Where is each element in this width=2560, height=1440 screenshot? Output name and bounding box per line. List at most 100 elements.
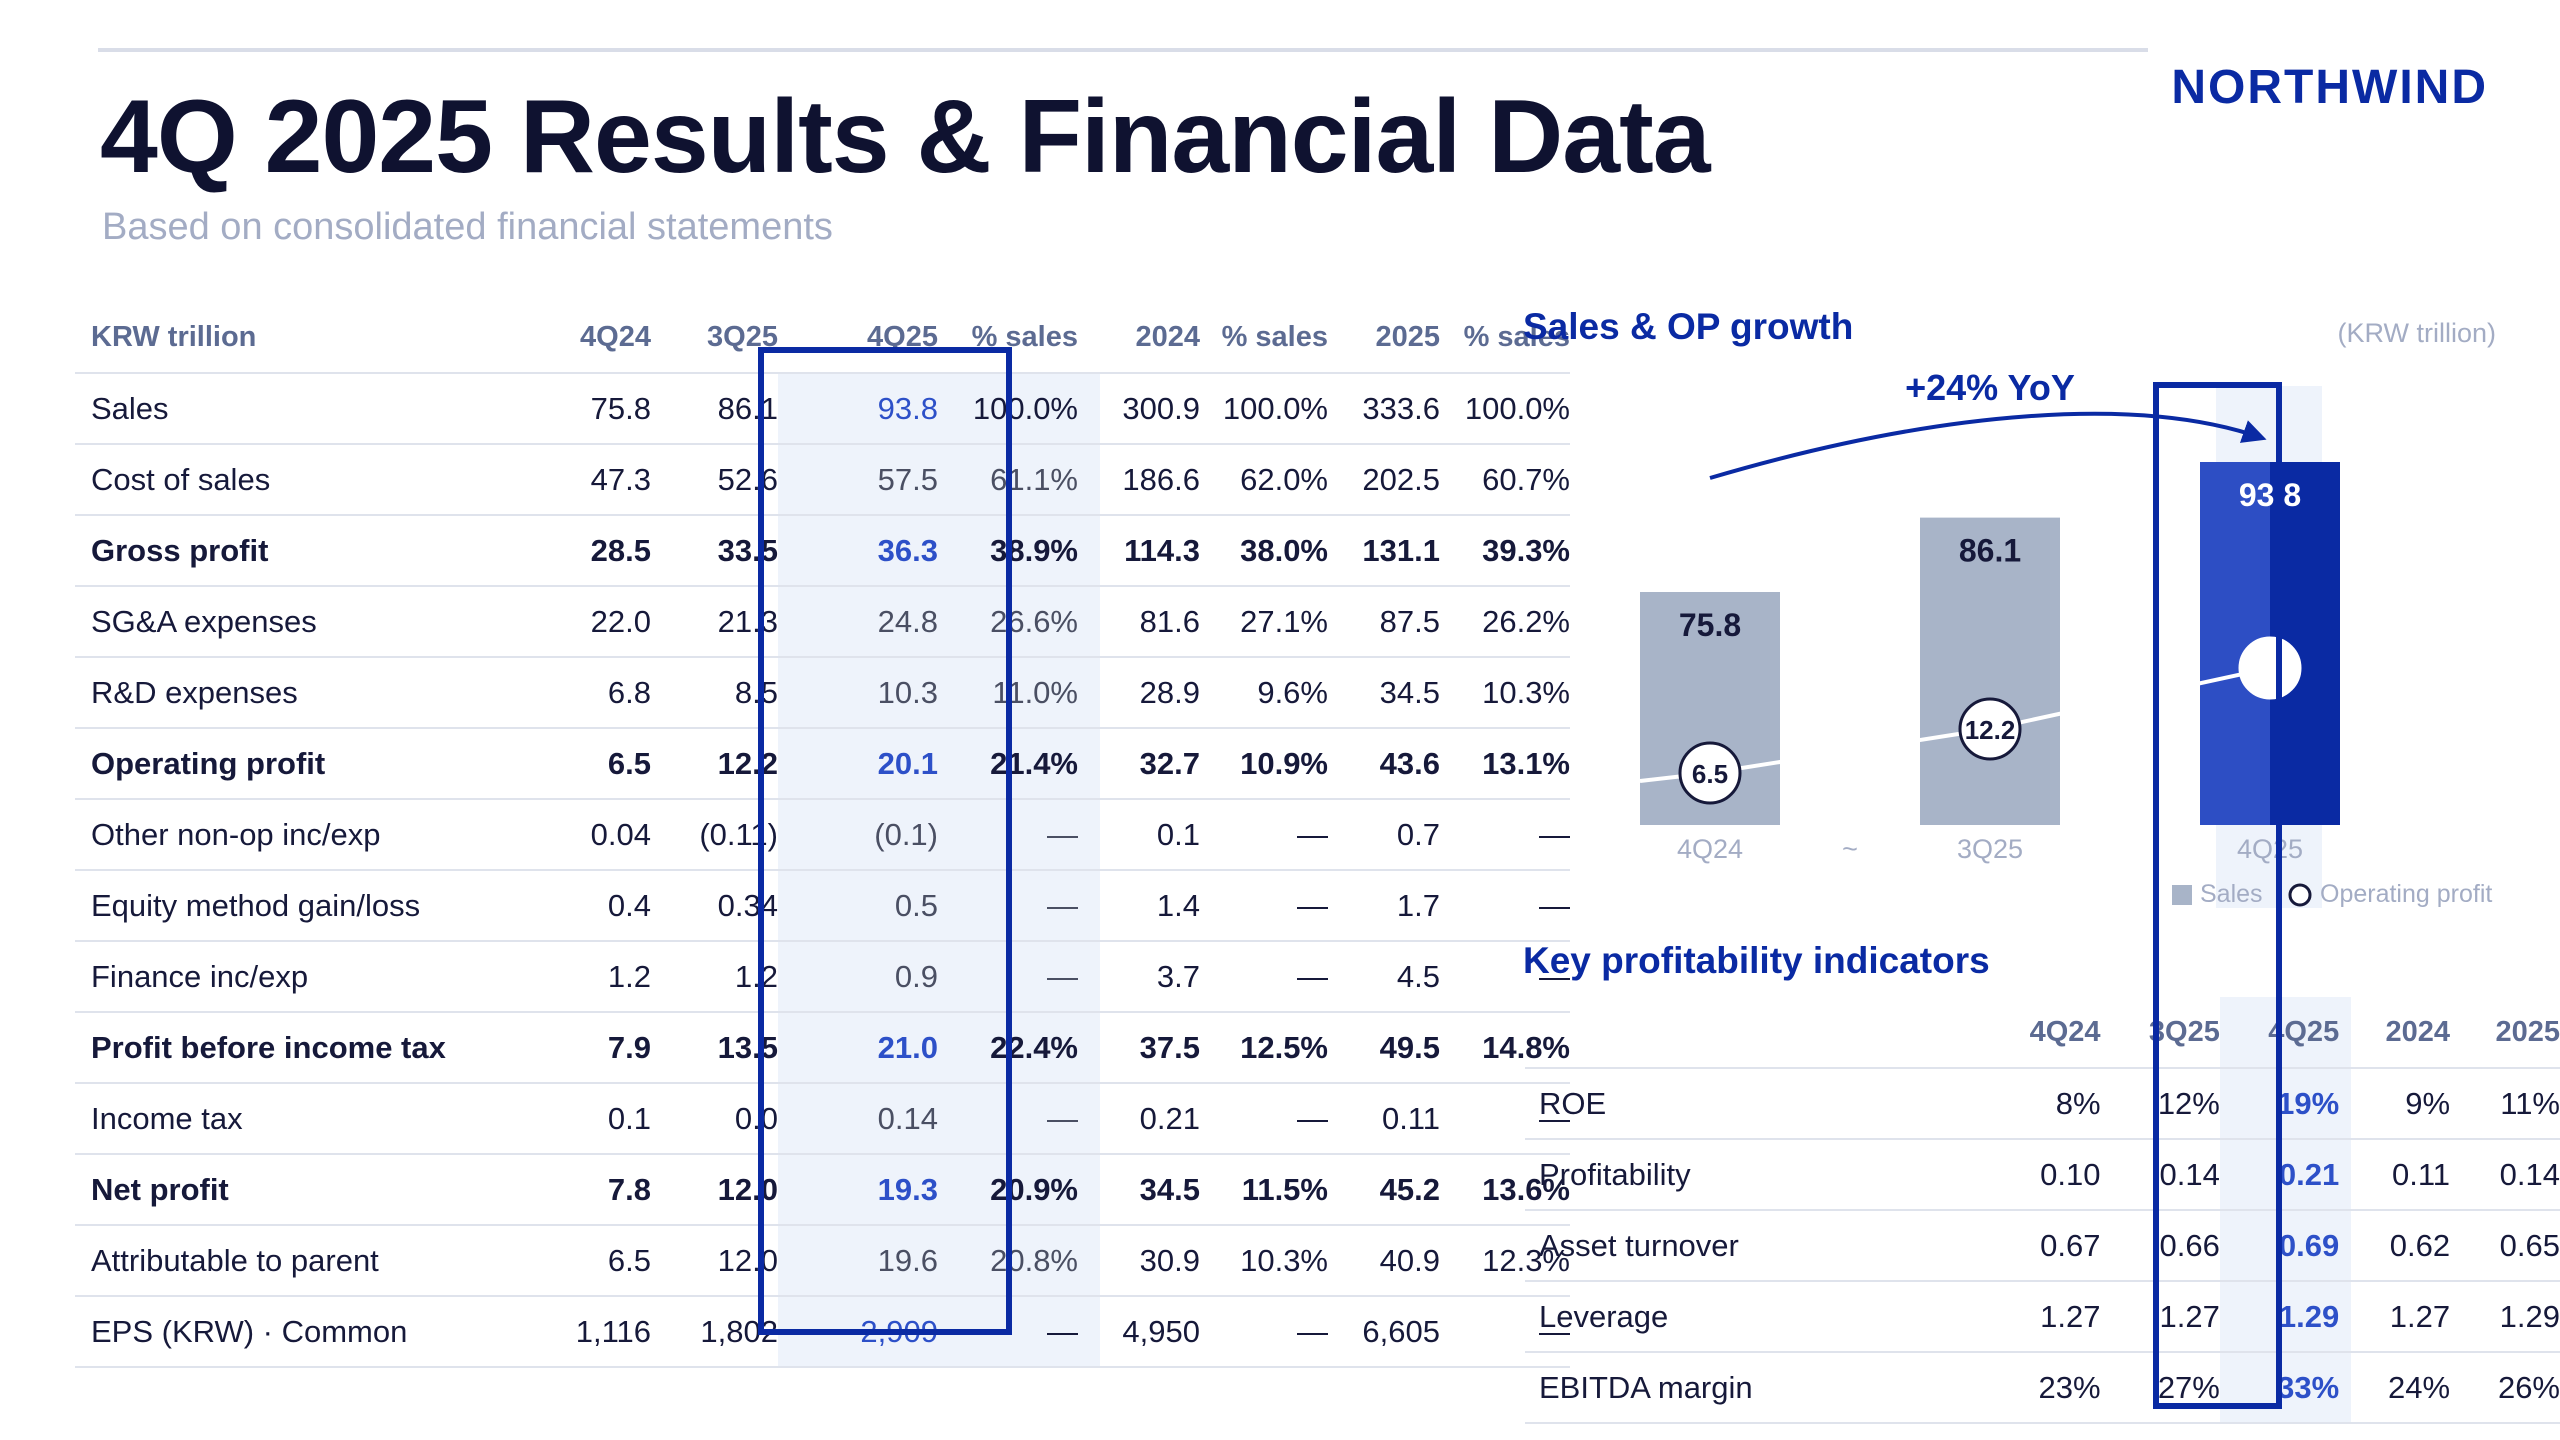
table-cell: 7.9 <box>526 1011 651 1083</box>
column-header: 3Q25 <box>2148 1015 2220 1048</box>
table-cell: — <box>1200 798 1328 870</box>
row-label: Gross profit <box>75 514 526 586</box>
income-statement-table: KRW trillion 4Q24 3Q25 4Q25 % sales 2024… <box>75 302 1570 1368</box>
table-cell: 32.7 <box>1100 727 1200 799</box>
table-cell: 0.1 <box>1100 798 1200 870</box>
table-cell: 26.6% <box>950 585 1100 657</box>
table-cell: 93.8 <box>778 372 950 444</box>
op-series-line <box>1639 666 2271 783</box>
table-cell: 1.2 <box>526 940 651 1012</box>
table-row: EPS (KRW) · Common 1,116 1,802 2,909—4,950—… <box>75 1295 1570 1368</box>
table-cell: 27.1% <box>1200 585 1328 657</box>
table-cell: — <box>950 1082 1100 1154</box>
kpi-table-header: 4Q24 3Q25 4Q25 2024 2025 <box>1525 997 2560 1068</box>
table-cell: 86.1 <box>651 372 778 444</box>
table-cell: 1,116 <box>526 1295 651 1368</box>
table-cell: 1.27 <box>2351 1280 2451 1352</box>
table-cell: 61.1% <box>950 443 1100 515</box>
table-cell: 0.10 <box>1982 1138 2101 1210</box>
axis-break-mark: ~ <box>1842 834 1858 864</box>
table-cell: 6.8 <box>526 656 651 728</box>
table-cell: 36.3 <box>778 514 950 586</box>
table-cell: 0.62 <box>2351 1209 2451 1281</box>
table-cell: 28.5 <box>526 514 651 586</box>
row-label: EBITDA margin <box>1525 1351 1983 1424</box>
table-cell: 10.3% <box>1200 1224 1328 1296</box>
op-point-half-left <box>2240 638 2270 699</box>
table-cell: 43.6 <box>1328 727 1440 799</box>
row-label: SG&A expenses <box>75 585 526 657</box>
table-cell: 52.6 <box>651 443 778 515</box>
row-label: Equity method gain/loss <box>75 869 526 941</box>
table-cell: 26.2% <box>1440 585 1570 657</box>
row-label: Other non-op inc/exp <box>75 798 526 870</box>
table-row: ROE 8% 12% 19% 9% 11% <box>1525 1067 2560 1139</box>
table-cell: 9.6% <box>1200 656 1328 728</box>
table-cell: — <box>1440 869 1570 941</box>
table-row: Operating profit 6.5 12.2 20.1 21.4% 32.7 10.9… <box>75 727 1570 799</box>
table-cell: 27% <box>2100 1351 2220 1424</box>
table-cell: 0.0 <box>651 1082 778 1154</box>
row-label: R&D expenses <box>75 656 526 728</box>
table-cell: 38.0% <box>1200 514 1328 586</box>
legend-sales-label: Sales <box>2200 880 2263 908</box>
table-cell: 12% <box>2100 1067 2220 1139</box>
table-row: Attributable to parent 6.5 12.0 19.6 20.8% 30… <box>75 1224 1570 1296</box>
table-cell: 0.1 <box>526 1082 651 1154</box>
table-cell: 21.0 <box>778 1011 950 1083</box>
table-cell: 49.5 <box>1328 1011 1440 1083</box>
table-cell: 8% <box>1982 1067 2101 1139</box>
table-cell: 10.3% <box>1440 656 1570 728</box>
table-cell: 0.65 <box>2450 1209 2560 1281</box>
table-cell: 3.7 <box>1100 940 1200 1012</box>
table-cell: 11.0% <box>950 656 1100 728</box>
table-cell: 21.3 <box>651 585 778 657</box>
row-label: Income tax <box>75 1082 526 1154</box>
row-label: ROE <box>1525 1067 1983 1139</box>
table-row: EBITDA margin 23% 27% 33% 24% 26% <box>1525 1351 2560 1424</box>
table-cell: 45.2 <box>1328 1153 1440 1225</box>
table-cell: 9% <box>2351 1067 2451 1139</box>
table-cell: 100.0% <box>1440 372 1570 444</box>
op-point <box>1678 741 1742 805</box>
table-cell: 75.8 <box>526 372 651 444</box>
table-cell: 87.5 <box>1328 585 1440 657</box>
row-label: Profitability <box>1525 1138 1983 1210</box>
table-cell: 12.0 <box>651 1153 778 1225</box>
table-row: Leverage 1.27 1.27 1.29 1.27 1.29 <box>1525 1280 2560 1352</box>
sales-data-label: 93.8 <box>2239 477 2301 513</box>
table-cell: 13.5 <box>651 1011 778 1083</box>
table-cell: 0.34 <box>651 869 778 941</box>
table-cell: 1.2 <box>651 940 778 1012</box>
table-cell: 21.4% <box>950 727 1100 799</box>
row-label: Finance inc/exp <box>75 940 526 1012</box>
column-header: 2025 <box>1375 320 1440 353</box>
table-cell: 11.5% <box>1200 1153 1328 1225</box>
table-cell: (0.11) <box>651 798 778 870</box>
table-row: Equity method gain/loss 0.4 0.34 0.5—1.4—1.… <box>75 869 1570 941</box>
table-cell: 40.9 <box>1328 1224 1440 1296</box>
op-point <box>1958 697 2022 761</box>
table-row: Income tax 0.1 0.0 0.14—0.21—0.11— <box>75 1082 1570 1154</box>
table-cell: 0.14 <box>778 1082 950 1154</box>
table-cell: 1.29 <box>2450 1280 2560 1352</box>
table-cell: 19.3 <box>778 1153 950 1225</box>
header-rule <box>98 48 2148 52</box>
table-cell: 19.6 <box>778 1224 950 1296</box>
table-cell: 300.9 <box>1100 372 1200 444</box>
table-row: Net profit 7.8 12.0 19.3 20.9% 34.5 11.5% 45.2 1… <box>75 1153 1570 1225</box>
table-cell: 0.67 <box>1982 1209 2101 1281</box>
table-cell: 100.0% <box>950 372 1100 444</box>
table-row: Asset turnover 0.67 0.66 0.69 0.62 0.65 <box>1525 1209 2560 1281</box>
sales-bar <box>1920 517 2060 825</box>
row-label: Profit before income tax <box>75 1011 526 1083</box>
table-row: SG&A expenses 22.0 21.3 24.8 26.6% 81.6 27.1% 8… <box>75 585 1570 657</box>
table-cell: 1.27 <box>2100 1280 2220 1352</box>
table-cell: 37.5 <box>1100 1011 1200 1083</box>
table-cell: 62.0% <box>1200 443 1328 515</box>
table-row: Other non-op inc/exp 0.04 (0.11) (0.1) —0.1—… <box>75 798 1570 870</box>
table-cell: — <box>950 869 1100 941</box>
column-header: % sales <box>1221 320 1328 353</box>
row-label: EPS (KRW) · Common <box>75 1295 526 1368</box>
table-cell: 12.5% <box>1200 1011 1328 1083</box>
